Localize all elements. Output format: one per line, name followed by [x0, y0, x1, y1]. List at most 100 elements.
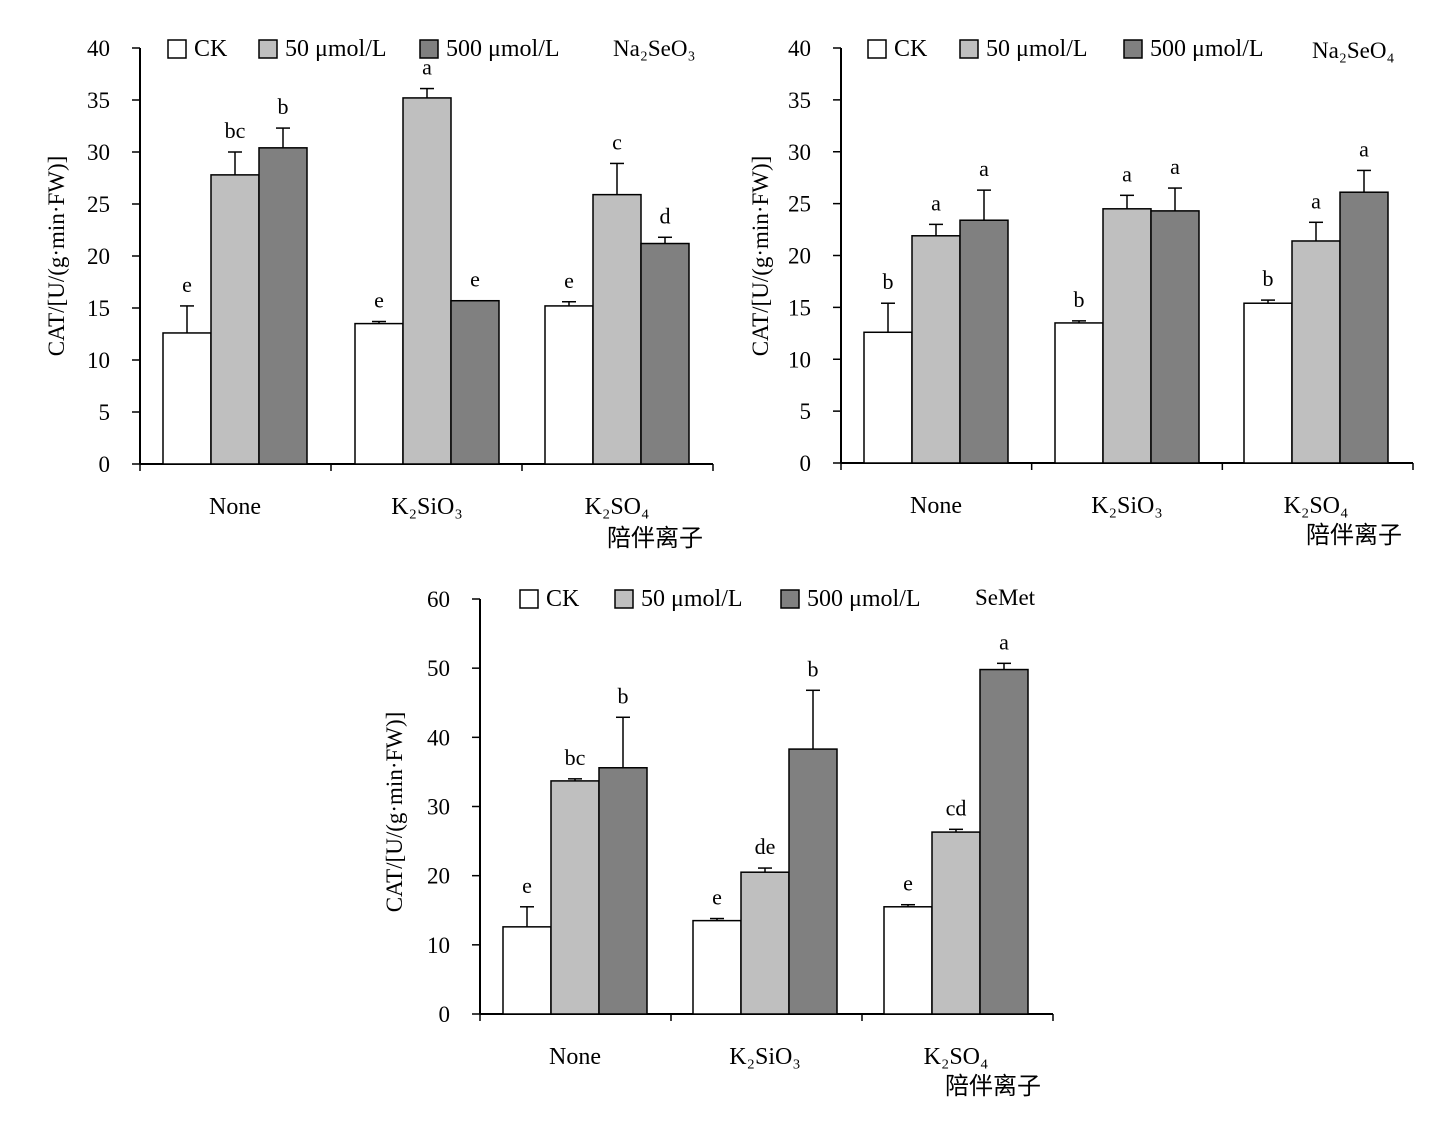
significance-letter: a: [999, 629, 1009, 654]
significance-letter: de: [755, 834, 776, 859]
bar-500: [1339, 191, 1389, 464]
y-tick-label: 35: [87, 88, 110, 113]
bar-ck: [1054, 322, 1104, 464]
y-tick-label: 15: [788, 295, 811, 320]
bar-50: [740, 871, 790, 1015]
chart-panel-3: 0 10 20 30 40 50 60 e e e bc de cd b b a None K₂SiO₃ K₂SO₄…: [382, 585, 1054, 1100]
significance-letter: e: [522, 873, 532, 898]
significance-letter: e: [712, 885, 722, 910]
significance-letter: e: [564, 268, 574, 293]
legend-swatch: [167, 39, 187, 59]
category-label: K₂SiO₃: [729, 1044, 800, 1070]
bar-50: [550, 780, 600, 1015]
bar-50: [1291, 240, 1341, 464]
bar-50: [1102, 208, 1152, 464]
significance-letter: a: [422, 55, 432, 80]
legend-label: 500 μmol/L: [1150, 36, 1264, 62]
significance-letter: b: [808, 656, 819, 681]
legend-swatch: [1123, 39, 1143, 59]
legend: CK 50 μmol/L 500 μmol/L: [519, 586, 921, 612]
y-tick-label: 20: [788, 244, 811, 269]
significance-letter: a: [1122, 161, 1132, 186]
significance-letter: c: [612, 129, 622, 154]
x-axis-label: 陪伴离子: [607, 525, 703, 552]
bar-50: [931, 831, 981, 1015]
legend-label: CK: [194, 36, 228, 62]
bar-ck: [692, 919, 742, 1015]
legend-swatch: [614, 589, 634, 609]
y-tick-label: 25: [87, 192, 110, 217]
y-axis-label: CAT/[U/(g·min·FW)]: [44, 156, 69, 357]
chart-panel-1: 0 5 10 15 20 25 30 35 40 e e e bc a c b e d None K₂SiO₃ K₂SO…: [44, 36, 714, 552]
y-tick-label: 40: [788, 36, 811, 61]
significance-letter: b: [1074, 287, 1085, 312]
significance-letter: e: [374, 288, 384, 313]
y-tick-label: 10: [87, 348, 110, 373]
significance-letter: a: [931, 190, 941, 215]
category-label: K₂SO₄: [924, 1044, 989, 1070]
y-tick-label: 40: [427, 725, 450, 750]
legend-label: 500 μmol/L: [446, 36, 560, 62]
significance-letter: a: [1170, 154, 1180, 179]
bar-50: [592, 193, 642, 465]
panel-title: SeMet: [975, 585, 1036, 610]
x-axis-label: 陪伴离子: [1306, 522, 1402, 549]
legend: CK 50 μmol/L 500 μmol/L: [867, 36, 1264, 62]
bar-500: [640, 242, 690, 465]
significance-letter: e: [182, 272, 192, 297]
legend-label: 50 μmol/L: [986, 36, 1088, 62]
significance-letter: cd: [946, 795, 967, 820]
legend-swatch: [258, 39, 278, 59]
bar-50: [210, 174, 260, 465]
bar-500: [959, 219, 1009, 464]
bar-500: [788, 748, 838, 1015]
x-axis-label: 陪伴离子: [945, 1073, 1041, 1100]
y-tick-label: 5: [800, 399, 812, 424]
y-tick-label: 60: [427, 587, 450, 612]
legend-label: CK: [894, 36, 928, 62]
legend-swatch: [867, 39, 887, 59]
legend-swatch: [959, 39, 979, 59]
bar-500: [258, 147, 308, 465]
y-tick-label: 35: [788, 88, 811, 113]
y-tick-label: 20: [427, 864, 450, 889]
legend: CK 50 μmol/L 500 μmol/L: [167, 36, 560, 62]
significance-letter: d: [660, 203, 671, 228]
y-tick-label: 10: [788, 347, 811, 372]
panel-title: Na₂SeO₄: [1312, 38, 1394, 63]
panel-title: Na₂SeO₃: [613, 36, 695, 61]
significance-letter: bc: [565, 745, 586, 770]
category-label: None: [549, 1044, 601, 1070]
y-tick-label: 30: [87, 140, 110, 165]
significance-letter: bc: [225, 118, 246, 143]
significance-letter: e: [470, 267, 480, 292]
y-axis-label: CAT/[U/(g·min·FW)]: [748, 156, 773, 357]
bar-500: [598, 767, 648, 1015]
legend-swatch: [780, 589, 800, 609]
bar-ck: [502, 926, 552, 1015]
significance-letter: a: [1311, 188, 1321, 213]
significance-letter: b: [883, 269, 894, 294]
legend-label: 50 μmol/L: [285, 36, 387, 62]
y-tick-label: 0: [800, 451, 812, 476]
category-label: K₂SO₄: [585, 494, 650, 520]
bar-ck: [544, 305, 594, 465]
bar-ck: [354, 322, 404, 465]
category-label: K₂SO₄: [1284, 493, 1349, 519]
legend-label: 500 μmol/L: [807, 586, 921, 612]
y-axis-label: CAT/[U/(g·min·FW)]: [382, 712, 407, 913]
bar-50: [402, 97, 452, 465]
significance-letter: b: [1263, 266, 1274, 291]
bar-500: [450, 299, 500, 465]
y-tick-label: 30: [788, 140, 811, 165]
y-tick-label: 0: [439, 1002, 451, 1027]
significance-letter: a: [1359, 136, 1369, 161]
bar-ck: [863, 331, 913, 464]
category-label: K₂SiO₃: [391, 494, 462, 520]
y-tick-label: 25: [788, 192, 811, 217]
y-tick-label: 50: [427, 656, 450, 681]
legend-swatch: [519, 589, 539, 609]
legend-swatch: [419, 39, 439, 59]
y-tick-label: 15: [87, 296, 110, 321]
